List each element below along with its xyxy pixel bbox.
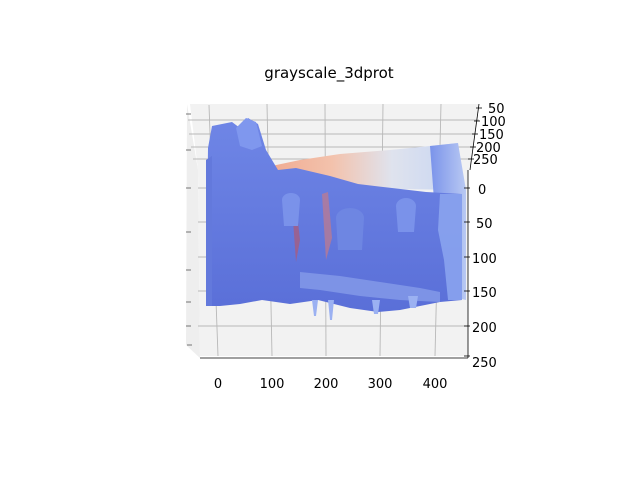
surface-drop-4 xyxy=(408,296,418,308)
x-axis: 0 100 200 300 400 xyxy=(200,357,468,392)
x-tick-label: 100 xyxy=(260,377,285,392)
surface-left-wall xyxy=(206,156,212,306)
y-tick-label: 200 xyxy=(472,321,497,336)
surface-spike-2 xyxy=(322,192,332,260)
y-tick-label: 150 xyxy=(472,286,497,301)
y-axis: 0 50 100 150 200 250 xyxy=(464,170,497,371)
surface-drop-1 xyxy=(328,300,334,320)
surface-drop-3 xyxy=(312,300,318,316)
x-tick-label: 200 xyxy=(314,377,339,392)
surface-bump-1 xyxy=(396,198,416,232)
z-tick-label: 50 xyxy=(488,102,505,117)
surface-main xyxy=(206,118,462,312)
chart-title: grayscale_3dprot xyxy=(264,64,394,83)
surface xyxy=(206,118,466,320)
surface-bump-2 xyxy=(281,192,300,226)
y-tick-label: 250 xyxy=(472,356,497,371)
z-tick-label: 100 xyxy=(481,115,506,130)
y-tick-label: 50 xyxy=(476,217,493,232)
surface-bottom-ridge xyxy=(300,272,440,302)
z-tick-label: 200 xyxy=(476,141,501,156)
x-tick-label: 300 xyxy=(368,377,393,392)
z-axis: 50 100 150 200 250 xyxy=(468,102,506,171)
y-tick-label: 100 xyxy=(472,252,497,267)
x-tick-label: 400 xyxy=(423,377,448,392)
surface-right-face xyxy=(438,194,462,300)
left-ticks xyxy=(186,113,192,346)
y-tick-label: 0 xyxy=(478,183,486,198)
x-tick-label: 0 xyxy=(214,377,222,392)
surface-drop-2 xyxy=(372,300,380,314)
surface-peak-left xyxy=(236,118,262,150)
left-pane xyxy=(186,104,200,358)
surface-bump-3 xyxy=(336,208,364,250)
z-tick-label: 250 xyxy=(473,153,498,168)
z-tick-label: 150 xyxy=(479,128,504,143)
